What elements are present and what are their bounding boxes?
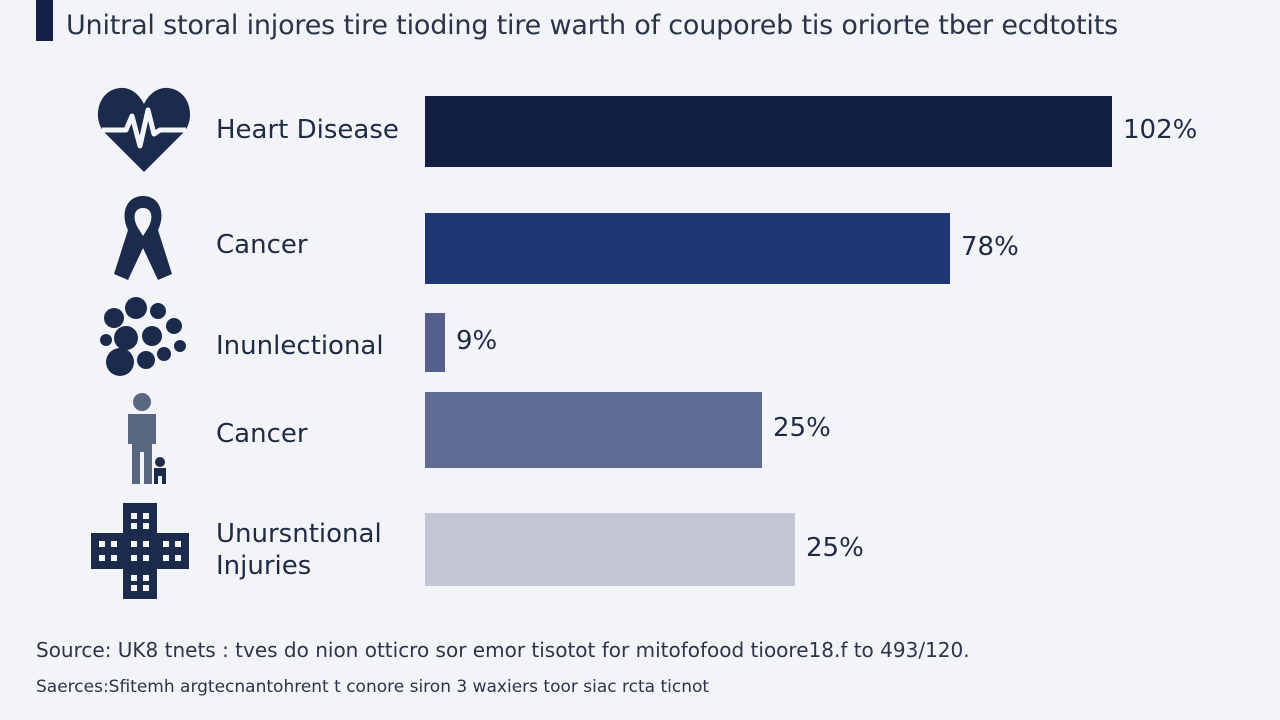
medical-cross-icon	[91, 503, 189, 599]
title-accent-bar	[36, 0, 53, 41]
bar	[425, 513, 795, 586]
category-label: Cancer	[216, 230, 308, 260]
person-icon	[116, 392, 174, 486]
data-label: 102%	[1123, 114, 1198, 145]
heart-pulse-icon	[96, 84, 192, 176]
category-label: Inunlectional	[216, 331, 384, 361]
source-note: Source: UK8 tnets : tves do nion otticro…	[36, 638, 970, 662]
category-label: Unursntional Injuries	[216, 519, 382, 581]
bar	[425, 313, 445, 372]
bar	[425, 392, 762, 468]
footnote: Saerces:Sfitemh argtecnantohrent t conor…	[36, 677, 710, 697]
category-label: Heart Disease	[216, 115, 399, 145]
data-label: 25%	[806, 532, 864, 563]
category-label: Cancer	[216, 419, 308, 449]
data-label: 78%	[961, 231, 1019, 262]
data-label: 9%	[456, 325, 498, 356]
chart-subtitle: Unitral storal injores tire tioding tire…	[66, 10, 1118, 41]
bar	[425, 213, 950, 284]
cell-cluster-icon	[98, 296, 188, 378]
data-label: 25%	[773, 413, 831, 443]
ribbon-icon	[108, 190, 178, 282]
bar	[425, 96, 1112, 167]
